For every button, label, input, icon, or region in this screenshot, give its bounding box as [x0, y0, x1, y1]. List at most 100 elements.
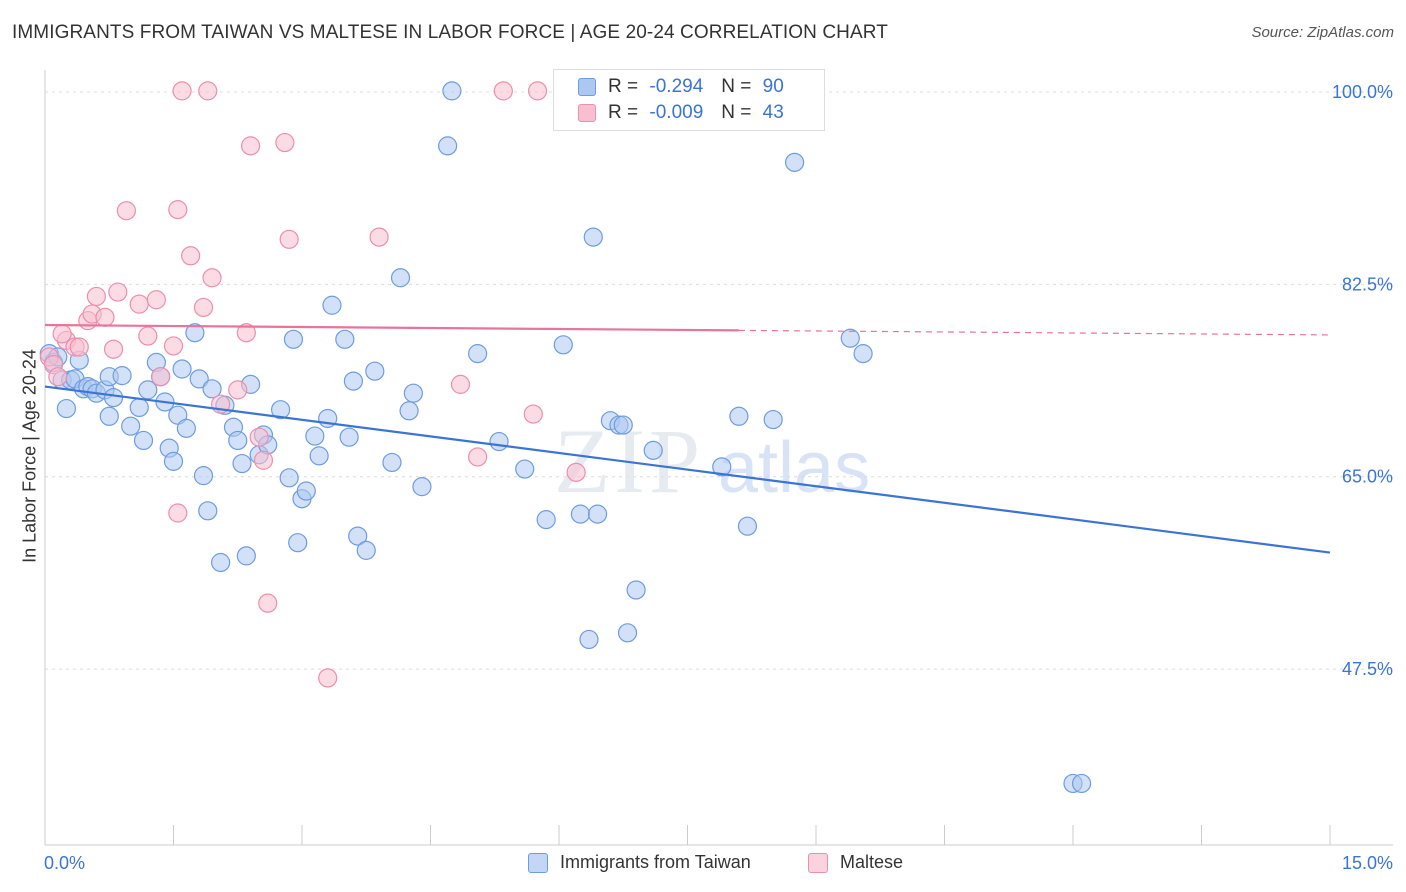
maltese-point [103, 339, 124, 359]
taiwan-point [403, 383, 423, 403]
legend-row-maltese: R = -0.009 N = 43 [578, 100, 784, 126]
maltese-point [129, 294, 149, 314]
taiwan-point [99, 406, 119, 426]
taiwan-point [365, 361, 385, 381]
maltese-point [146, 290, 166, 310]
taiwan-point [729, 406, 749, 426]
source-label: Source: ZipAtlas.com [1251, 24, 1394, 41]
legend-item-maltese[interactable]: Maltese [808, 852, 903, 873]
maltese-point [138, 326, 158, 346]
maltese-point [493, 81, 513, 101]
taiwan-point [515, 459, 535, 479]
series-legend: Immigrants from Taiwan Maltese [0, 852, 1406, 878]
chart-title: IMMIGRANTS FROM TAIWAN VS MALTESE IN LAB… [12, 22, 888, 43]
trend-lines [44, 323, 1331, 554]
legend-n-label: N = [721, 76, 752, 97]
watermark: ZIP atlas [554, 410, 870, 512]
taiwan-point [176, 418, 196, 438]
taiwan-point [553, 335, 573, 355]
axes [44, 70, 1393, 846]
maltese-point [86, 286, 107, 307]
taiwan-point [309, 446, 329, 466]
legend-row-taiwan: R = -0.294 N = 90 [578, 74, 784, 100]
maltese-point [168, 200, 188, 220]
taiwan-point [617, 623, 638, 643]
taiwan-point [348, 526, 368, 546]
x-tick-label: 15.0% [1342, 853, 1393, 873]
legend-r-label: R = [608, 76, 639, 97]
maltese-point [151, 367, 171, 387]
taiwan-point [382, 452, 402, 473]
taiwan-point [193, 466, 214, 486]
legend-label-taiwan: Immigrants from Taiwan [560, 852, 751, 872]
maltese-point [52, 324, 72, 344]
taiwan-point [296, 481, 316, 501]
taiwan-point [185, 323, 205, 343]
taiwan-point [784, 152, 805, 172]
taiwan-point [570, 504, 591, 524]
taiwan-point [339, 427, 359, 447]
taiwan-point [189, 369, 209, 389]
y-axis-label: In Labor Force | Age 20-24 [19, 349, 40, 563]
maltese-point [108, 282, 128, 302]
taiwan-point [172, 359, 192, 379]
maltese-point [198, 81, 218, 101]
taiwan-point [583, 227, 603, 247]
legend-n-value: 43 [762, 102, 784, 123]
maltese-point [228, 380, 248, 400]
maltese-point [202, 268, 222, 288]
maltese-point [163, 336, 184, 356]
taiwan-point [121, 416, 141, 436]
correlation-legend: R = -0.294 N = 90 R = -0.009 N = 43 [553, 69, 825, 131]
taiwan-point [579, 629, 599, 650]
taiwan-point [343, 371, 363, 391]
series-maltese-points [39, 81, 586, 688]
taiwan-point [438, 136, 458, 156]
y-tick-label: 82.5% [1342, 274, 1393, 294]
maltese-point [172, 81, 192, 101]
legend-item-taiwan[interactable]: Immigrants from Taiwan [528, 852, 751, 873]
taiwan-point [270, 400, 291, 420]
maltese-point [69, 337, 89, 357]
tick-labels: 47.5% 65.0% 82.5% 100.0% 0.0% 15.0% [44, 82, 1393, 873]
taiwan-point [112, 366, 132, 386]
legend-n-label: N = [721, 102, 752, 123]
taiwan-point [103, 387, 124, 408]
taiwan-point [133, 430, 154, 451]
legend-label-maltese: Maltese [840, 852, 904, 872]
y-tick-label: 100.0% [1332, 82, 1393, 102]
legend-swatch-maltese [578, 104, 596, 122]
taiwan-point [643, 440, 663, 460]
maltese-point [193, 297, 214, 318]
trend-line-taiwan [44, 385, 1331, 554]
taiwan-point [335, 329, 355, 349]
taiwan-point [712, 457, 732, 477]
taiwan-point [613, 415, 633, 435]
taiwan-point [163, 451, 184, 471]
taiwan-point [737, 516, 758, 536]
maltese-point [369, 227, 389, 247]
taiwan-point [412, 477, 432, 497]
legend-r-value: -0.294 [649, 76, 704, 97]
maltese-point [181, 246, 201, 266]
y-tick-label: 65.0% [1342, 467, 1393, 487]
taiwan-point [202, 379, 222, 399]
maltese-point [318, 668, 338, 688]
taiwan-point [283, 329, 304, 349]
taiwan-point [236, 546, 256, 566]
taiwan-point [853, 344, 873, 364]
y-tick-label: 47.5% [1342, 659, 1393, 679]
taiwan-point [198, 501, 218, 521]
x-tick-label: 0.0% [44, 853, 85, 873]
maltese-point [168, 503, 188, 523]
maltese-point [279, 229, 299, 249]
maltese-point [236, 323, 256, 343]
maltese-point [48, 367, 68, 387]
maltese-point [275, 132, 295, 153]
taiwan-point [56, 398, 77, 419]
maltese-point [253, 450, 274, 470]
trend-line-maltese-dashed [738, 329, 1331, 336]
maltese-point [468, 447, 488, 467]
taiwan-point [626, 580, 646, 600]
